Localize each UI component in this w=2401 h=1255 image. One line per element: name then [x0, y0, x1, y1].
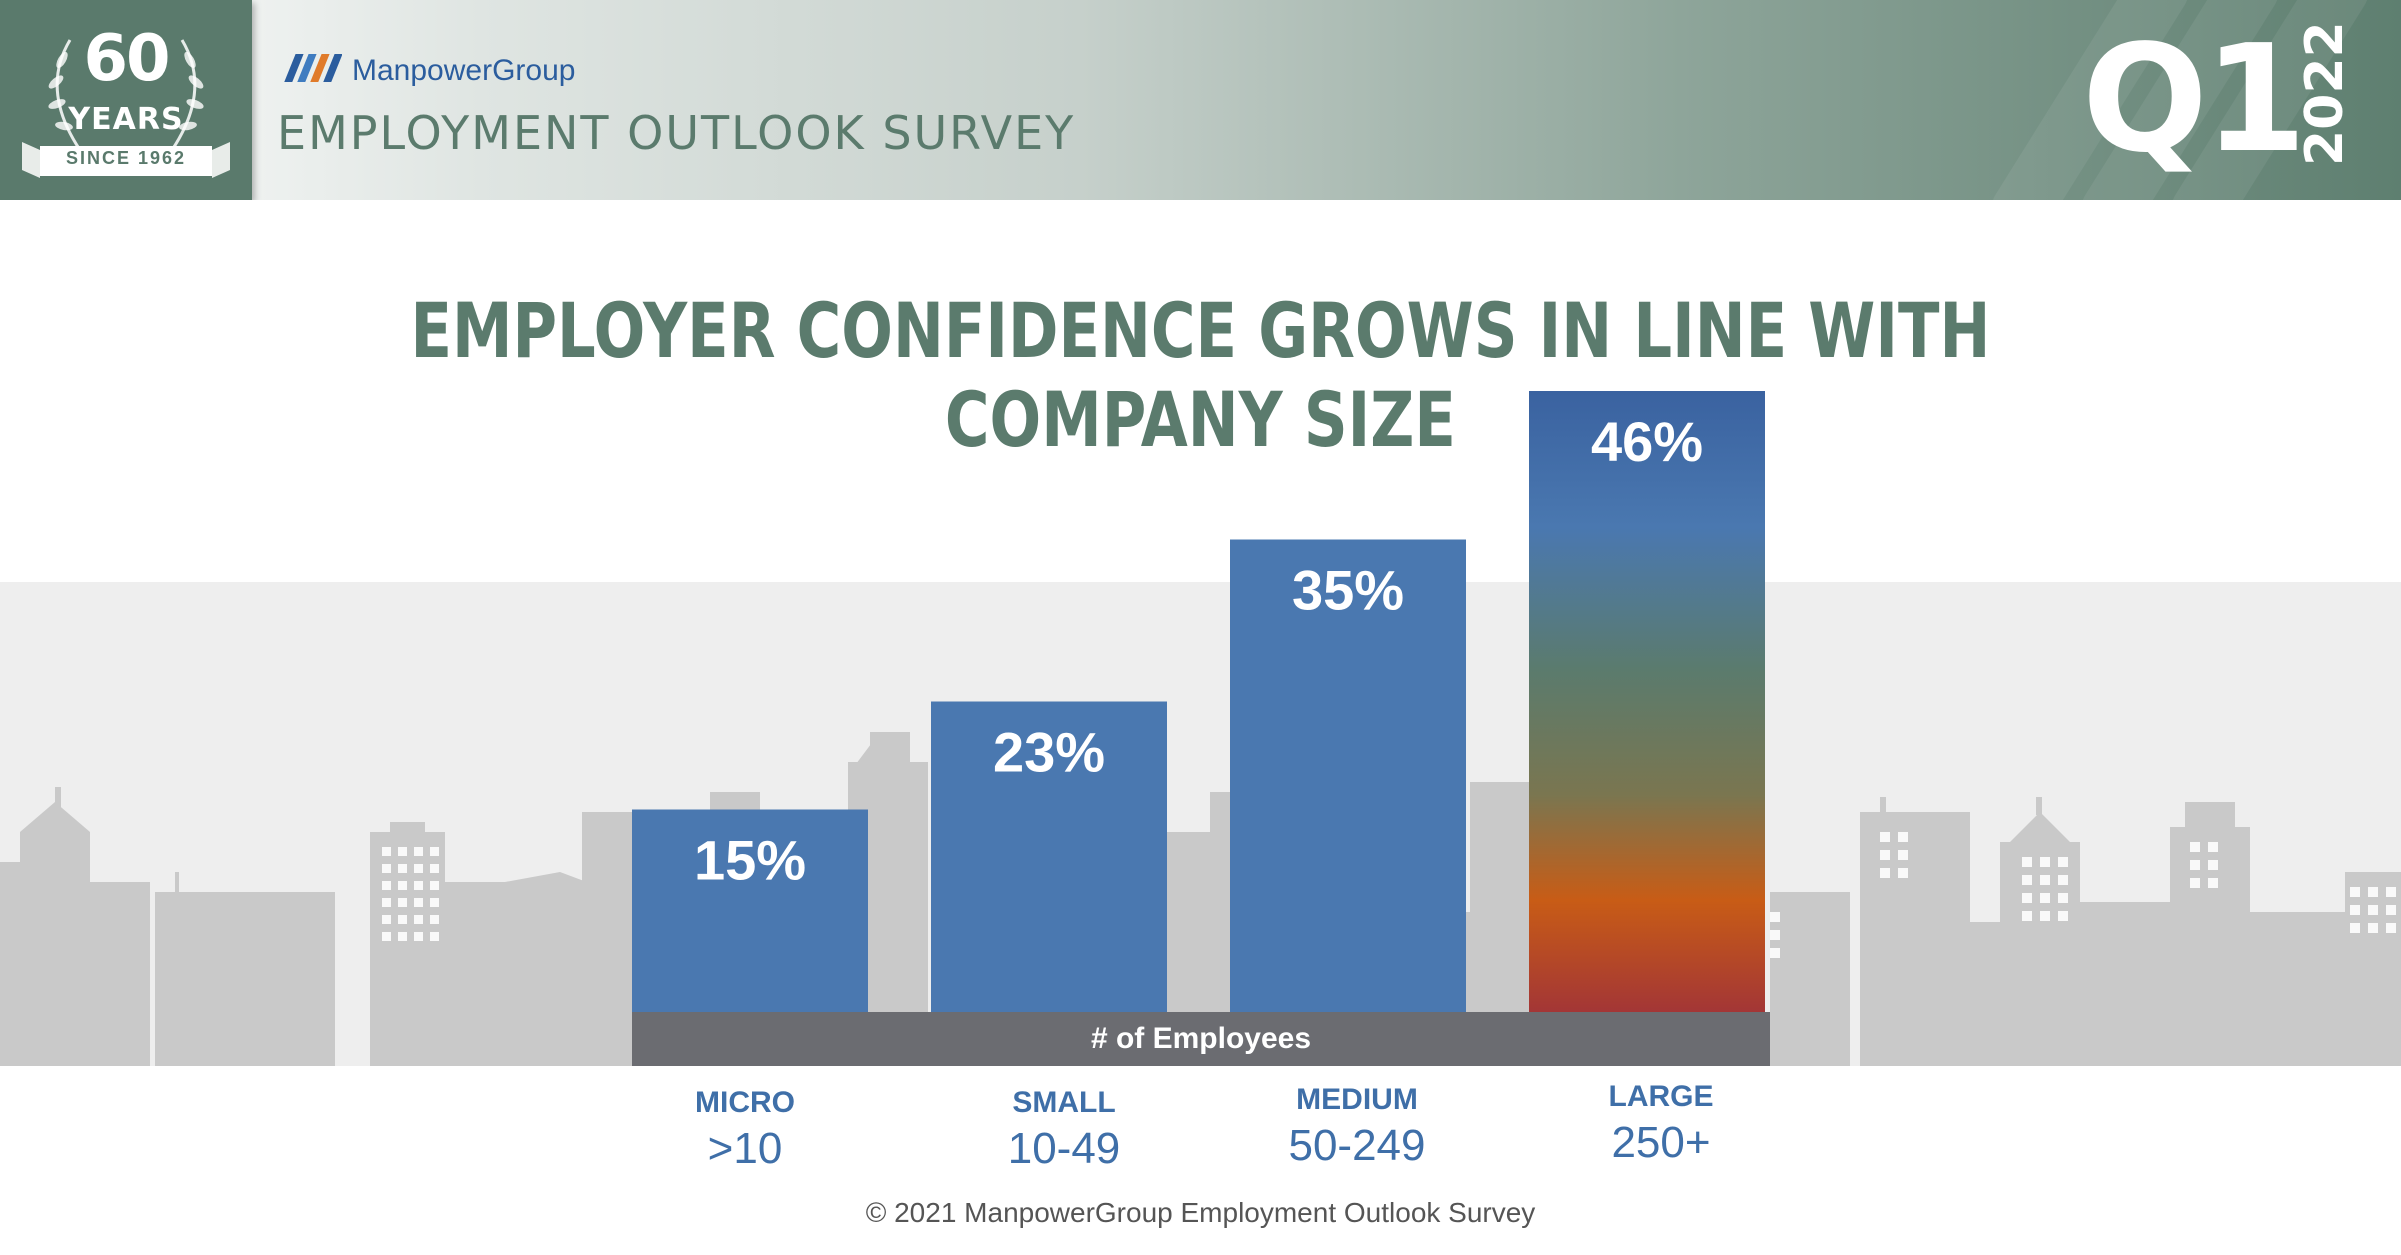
header-banner: 60 YEARS SINCE 1962 ManpowerGroup EMPLOY… — [0, 0, 2401, 200]
badge-since: SINCE 1962 — [65, 148, 187, 168]
brand-name: ManpowerGroup — [352, 54, 576, 87]
category-label-large: LARGE 250+ — [1541, 1080, 1781, 1168]
x-axis-band — [632, 1012, 1770, 1066]
survey-title: EMPLOYMENT OUTLOOK SURVEY — [277, 106, 1076, 160]
bar-large — [1529, 391, 1765, 1012]
category-label-micro: MICRO >10 — [625, 1086, 865, 1174]
category-label-medium: MEDIUM 50-249 — [1237, 1083, 1477, 1171]
anniversary-badge: 60 YEARS SINCE 1962 — [0, 0, 252, 200]
category-range: 250+ — [1611, 1118, 1711, 1167]
category-range: >10 — [707, 1124, 783, 1173]
badge-years: YEARS — [68, 102, 184, 137]
bar-value-label: 15% — [694, 829, 806, 892]
category-range: 10-49 — [1007, 1124, 1121, 1173]
bar-medium — [1230, 539, 1466, 1012]
category-range: 50-249 — [1288, 1121, 1426, 1170]
badge-number: 60 — [83, 22, 170, 96]
copyright-footer: © 2021 ManpowerGroup Employment Outlook … — [865, 1197, 1536, 1228]
category-name: LARGE — [1608, 1080, 1714, 1113]
manpowergroup-logo-icon — [284, 54, 342, 82]
laurel-wreath-icon — [22, 39, 230, 178]
bar-value-label: 35% — [1292, 559, 1404, 622]
bar-micro — [632, 809, 868, 1012]
bar-value-label: 46% — [1591, 410, 1703, 473]
category-name: MEDIUM — [1296, 1083, 1418, 1116]
x-axis-label: # of Employees — [1090, 1022, 1312, 1055]
bar-value-label: 23% — [993, 721, 1105, 784]
chart-title: EMPLOYER CONFIDENCE GROWS IN LINE WITH C… — [410, 286, 1991, 464]
quarter-label: Q1 — [2082, 13, 2307, 185]
category-name: SMALL — [1012, 1086, 1116, 1119]
category-name: MICRO — [695, 1086, 795, 1119]
bar-small — [931, 701, 1167, 1012]
category-label-small: SMALL 10-49 — [944, 1086, 1184, 1174]
